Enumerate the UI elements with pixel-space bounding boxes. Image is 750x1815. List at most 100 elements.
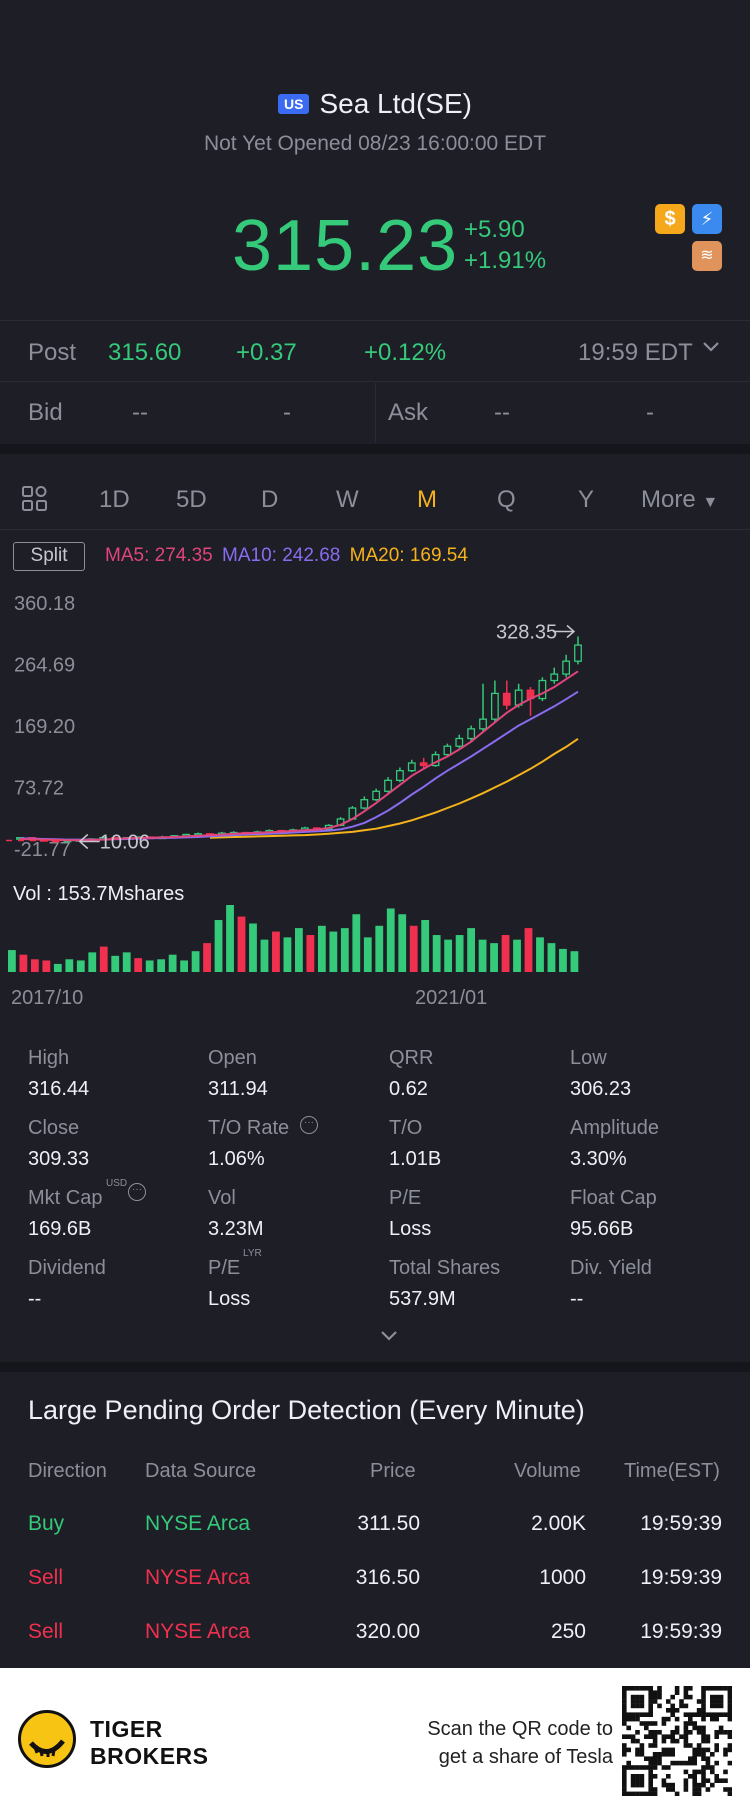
order-time: 19:59:39 <box>640 1620 722 1643</box>
last-price: 315.23 <box>232 206 459 286</box>
volume-bar <box>295 928 303 972</box>
tab-m[interactable]: M <box>417 486 437 513</box>
volume-label: Vol : 153.7Mshares <box>13 883 184 905</box>
ma5-label: MA5: 274.35 <box>105 545 213 566</box>
volume-bar <box>180 960 189 972</box>
stat-label: Close <box>28 1117 80 1139</box>
volume-bar <box>317 925 326 972</box>
stat-value: 311.94 <box>208 1078 268 1100</box>
qr-code-icon[interactable] <box>622 1686 732 1796</box>
y-tick-label: 169.20 <box>14 716 75 738</box>
stat-value: Loss <box>208 1288 251 1310</box>
volume-bar <box>76 960 85 972</box>
footer-banner[interactable]: TIGER BROKERS Scan the QR code to get a … <box>0 1668 750 1815</box>
candle-body <box>395 770 404 782</box>
order-source: NYSE Arca <box>145 1566 251 1589</box>
chevron-down-icon[interactable] <box>700 335 722 364</box>
volume-bar <box>19 954 28 972</box>
tab-5d[interactable]: 5D <box>176 486 207 513</box>
candle-body <box>479 718 487 730</box>
volume-bar <box>145 960 154 972</box>
volume-bar <box>30 959 39 972</box>
order-volume: 250 <box>550 1620 586 1643</box>
candle-body <box>419 762 428 767</box>
volume-bar <box>214 920 223 972</box>
tab-d[interactable]: D <box>261 486 279 513</box>
stat-label: Dividend <box>28 1257 106 1279</box>
volume-bar <box>191 951 200 972</box>
candle-body <box>562 660 571 675</box>
kline-chart[interactable]: 360.18 264.69 169.20 73.72 -21.77 328.35 10.0… <box>0 590 750 1010</box>
stat-label: QRR <box>389 1047 434 1069</box>
candle-body <box>502 692 511 706</box>
tab-q[interactable]: Q <box>497 486 516 513</box>
stat-value: 3.30% <box>570 1148 627 1170</box>
ma10-label: MA10: 242.68 <box>222 545 341 566</box>
col-price: Price <box>370 1460 416 1482</box>
ask-label: Ask <box>388 399 429 426</box>
order-source: NYSE Arca <box>145 1620 251 1643</box>
candle-body <box>550 673 559 682</box>
tab-more-label: More <box>641 486 696 513</box>
volume-bar <box>409 925 418 972</box>
x-tick-label: 2021/01 <box>415 987 487 1009</box>
tiger-logo-icon <box>18 1710 76 1768</box>
stat-value: 0.62 <box>389 1078 428 1100</box>
high-arrow-icon <box>553 624 576 639</box>
info-icon[interactable]: ··· <box>128 1183 146 1201</box>
order-source: NYSE Arca <box>145 1512 251 1535</box>
expand-chevron-icon[interactable] <box>378 1328 400 1349</box>
stat-label: Total Shares <box>389 1257 501 1279</box>
market-status: Not Yet Opened 08/23 16:00:00 EDT <box>203 132 547 155</box>
flash-icon[interactable]: ⚡ <box>692 204 722 234</box>
high-annotation: 328.35 <box>496 622 557 644</box>
tab-w[interactable]: W <box>336 486 359 513</box>
ma20-label: MA20: 169.54 <box>349 545 468 566</box>
tab-y[interactable]: Y <box>578 486 595 513</box>
stat-value: -- <box>28 1288 42 1310</box>
split-button[interactable]: Split <box>13 542 85 571</box>
tab-more[interactable]: More ▼ <box>641 486 718 514</box>
bid-size: - <box>283 399 291 426</box>
y-tick-label: 73.72 <box>14 777 64 799</box>
post-time: 19:59 EDT <box>578 339 693 366</box>
bid-label: Bid <box>28 399 63 426</box>
info-icon[interactable]: ··· <box>300 1116 318 1134</box>
tab-1d[interactable]: 1D <box>99 486 130 513</box>
order-direction: Sell <box>28 1620 64 1643</box>
stat-value: 316.44 <box>28 1078 90 1100</box>
stat-label: Open <box>208 1047 257 1069</box>
grid-icon[interactable] <box>20 484 50 521</box>
bid-price: -- <box>132 399 148 426</box>
title-row: US Sea Ltd(SE) <box>0 88 750 120</box>
ma5-line <box>19 670 579 842</box>
stat-label: P/E <box>208 1257 241 1279</box>
stat-label: T/O <box>389 1117 423 1139</box>
market-badge: US <box>278 94 310 114</box>
candle-body <box>372 790 381 801</box>
volume-bar <box>226 905 234 972</box>
stat-value: 1.01B <box>389 1148 442 1170</box>
stat-value: 537.9M <box>389 1288 456 1310</box>
usd-superscript: USD <box>106 1178 128 1189</box>
stat-value: Loss <box>389 1218 432 1240</box>
volume-bar <box>42 960 51 972</box>
volume-bar <box>421 920 430 972</box>
lyr-superscript: LYR <box>243 1248 262 1259</box>
dollar-icon[interactable]: $ <box>655 204 685 234</box>
volume-bar <box>237 916 246 972</box>
volume-bar <box>329 931 338 972</box>
layers-icon[interactable]: ≋ <box>692 241 722 271</box>
post-label: Post <box>28 339 77 366</box>
stat-value: -- <box>570 1288 584 1310</box>
brand-name-line1: TIGER <box>90 1716 163 1742</box>
volume-bar <box>122 952 131 972</box>
stat-value: 95.66B <box>570 1218 634 1240</box>
volume-bar <box>386 908 395 972</box>
volume-bar <box>203 943 211 972</box>
y-tick-label: 360.18 <box>14 593 75 615</box>
ma-indicators: MA5: 274.35 MA10: 242.68 MA20: 169.54 <box>105 545 468 567</box>
volume-bar <box>375 925 384 972</box>
post-market-row[interactable]: Post 315.60 +0.37 +0.12% 19:59 EDT <box>0 320 750 382</box>
stat-label: T/O Rate <box>208 1117 290 1139</box>
